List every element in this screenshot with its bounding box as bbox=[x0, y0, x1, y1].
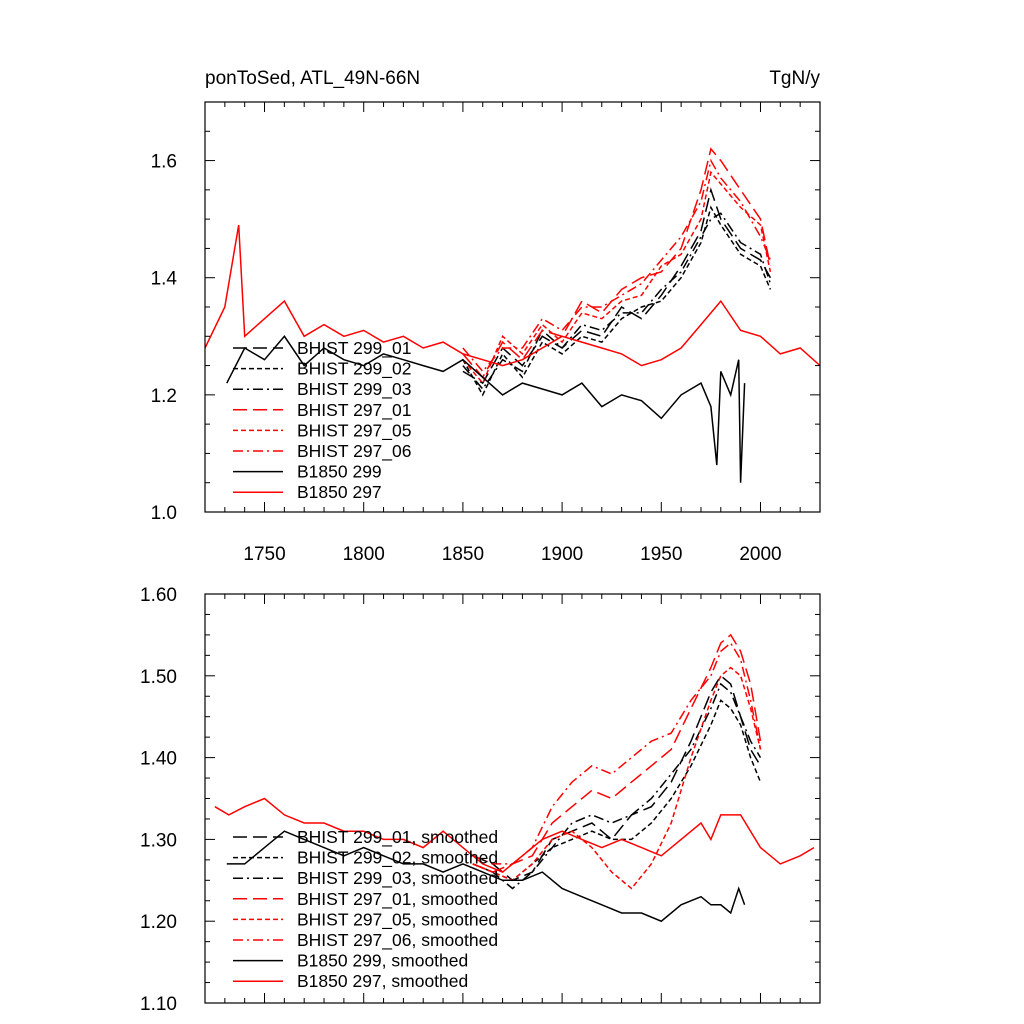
y-tick-label: 1.10 bbox=[140, 994, 177, 1015]
series-line-7 bbox=[226, 830, 746, 923]
y-tick-label: 1.2 bbox=[151, 386, 177, 407]
panel-2: 1.10 1.20 1.30 1.40 1.50 1.60 BHIST 299_01, sm… bbox=[140, 585, 821, 1015]
series-line-2 bbox=[462, 205, 772, 397]
legend-label-8: B1850 297, smoothed bbox=[297, 971, 468, 991]
legend-label-6: BHIST 297_06 bbox=[297, 441, 411, 462]
legend-label-5: BHIST 297_05, smoothed bbox=[297, 909, 498, 930]
series-line-7 bbox=[226, 335, 746, 483]
series-line-8 bbox=[214, 797, 815, 873]
legend-label-4: BHIST 297_01, smoothed bbox=[297, 889, 498, 910]
chart-title-left: ponToSed, ATL_49N-66N bbox=[205, 68, 420, 89]
y-tick-label: 1.6 bbox=[151, 152, 177, 173]
legend-label-3: BHIST 299_03 bbox=[297, 379, 411, 400]
series-line-6 bbox=[462, 158, 772, 373]
series-line-8 bbox=[205, 224, 820, 367]
series-line-2 bbox=[472, 699, 762, 882]
series-line-3 bbox=[472, 682, 762, 890]
y-tick-label: 1.4 bbox=[151, 269, 178, 290]
legend-label-7: B1850 299, smoothed bbox=[297, 951, 468, 971]
series-line-1 bbox=[472, 674, 762, 882]
y-tick-label: 1.50 bbox=[140, 667, 177, 688]
x-tick-label: 2000 bbox=[739, 544, 781, 565]
x-tick-label: 1950 bbox=[640, 544, 682, 565]
series-group bbox=[214, 633, 815, 923]
series-line-6 bbox=[472, 641, 762, 865]
x-tick-label: 1900 bbox=[541, 544, 583, 565]
x-tick-label: 1850 bbox=[442, 544, 484, 565]
legend-label-3: BHIST 299_03, smoothed bbox=[297, 868, 498, 889]
legend-label-2: BHIST 299_02 bbox=[297, 359, 411, 380]
legend-label-1: BHIST 299_01 bbox=[297, 338, 411, 359]
y-tick-label: 1.40 bbox=[140, 749, 177, 770]
legend-label-5: BHIST 297_05 bbox=[297, 420, 411, 441]
y-tick-label: 1.20 bbox=[140, 912, 177, 933]
series-group bbox=[205, 147, 820, 483]
legend-label-7: B1850 299 bbox=[297, 462, 382, 482]
y-tick-label: 1.0 bbox=[151, 503, 177, 524]
legend-label-4: BHIST 297_01 bbox=[297, 400, 411, 421]
series-line-4 bbox=[462, 147, 772, 379]
legend-label-8: B1850 297 bbox=[297, 482, 382, 502]
y-tick-label: 1.30 bbox=[140, 830, 177, 851]
series-line-4 bbox=[472, 633, 762, 873]
series-line-3 bbox=[462, 212, 772, 391]
series-line-5 bbox=[462, 170, 772, 385]
series-line-5 bbox=[472, 666, 762, 890]
legend-label-1: BHIST 299_01, smoothed bbox=[297, 827, 498, 848]
x-tick-label: 1800 bbox=[343, 544, 385, 565]
y-tick-label: 1.60 bbox=[140, 585, 177, 606]
legend-label-2: BHIST 299_02, smoothed bbox=[297, 848, 498, 869]
legend-label-6: BHIST 297_06, smoothed bbox=[297, 930, 498, 951]
x-tick-label: 1750 bbox=[243, 544, 285, 565]
chart-title-right: TgN/y bbox=[769, 68, 820, 89]
panel-1: 1750 1800 1850 1900 1950 2000 1.0 1.2 1.4 1.6 BHIS… bbox=[151, 101, 821, 565]
